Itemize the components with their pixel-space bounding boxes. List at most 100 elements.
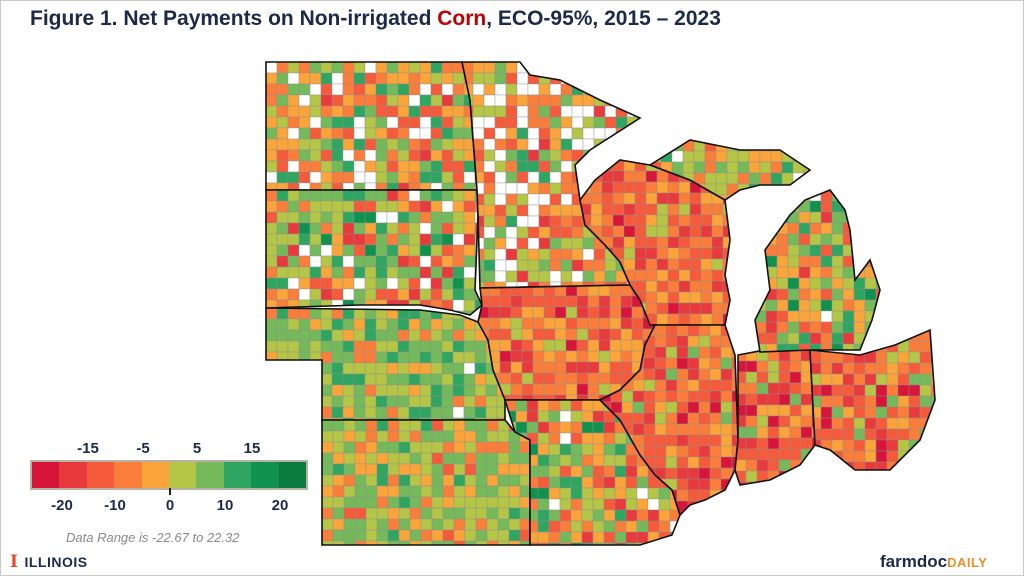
county-cell [397, 288, 410, 301]
county-cell [548, 498, 561, 511]
county-cell [409, 485, 422, 498]
county-cell [408, 72, 421, 85]
county-cell [759, 194, 772, 200]
county-cell [908, 406, 921, 419]
county-cell [592, 432, 605, 445]
county-cell [689, 247, 702, 260]
county-cell [538, 83, 551, 96]
county-cell [787, 288, 800, 301]
county-cell [510, 361, 523, 374]
county-cell [452, 94, 465, 107]
county-cell [593, 127, 606, 140]
county-cell [667, 181, 680, 194]
county-cell [441, 94, 454, 107]
county-cell [643, 401, 656, 414]
county-cell [548, 400, 561, 412]
county-cell [820, 417, 833, 430]
county-cell [287, 149, 300, 162]
county-cell [364, 288, 377, 301]
county-cell [419, 72, 432, 85]
county-cell [353, 266, 366, 279]
county-cell [527, 138, 540, 151]
county-cell [452, 138, 465, 151]
zero-marker [169, 488, 171, 495]
county-cell [908, 351, 921, 364]
county-cell [320, 160, 333, 173]
county-cell [689, 258, 702, 271]
county-cell [765, 321, 778, 334]
county-cell [441, 266, 454, 279]
county-cell [505, 160, 518, 173]
county-cell [365, 420, 378, 432]
county-cell [864, 211, 877, 224]
county-cell [682, 161, 695, 174]
county-cell [516, 270, 529, 283]
county-cell [593, 270, 606, 283]
county-cell [266, 395, 278, 408]
county-cell [375, 417, 388, 420]
county-cell [342, 127, 355, 140]
county-cell [331, 362, 344, 375]
county-cell [320, 329, 333, 342]
county-cell [787, 222, 800, 235]
county-cell [309, 149, 322, 162]
county-cell [499, 394, 512, 400]
county-cell [298, 94, 311, 107]
county-cell [776, 332, 789, 345]
county-cell [441, 190, 454, 202]
county-cell [809, 277, 822, 290]
county-cell [787, 244, 800, 257]
county-cell [387, 441, 400, 454]
legend-swatch [223, 462, 252, 488]
county-cell [331, 395, 344, 408]
county-cell [709, 478, 722, 491]
county-cell [715, 183, 728, 196]
county-cell [309, 417, 322, 420]
county-cell [287, 211, 300, 224]
county-cell [537, 509, 550, 522]
county-cell [527, 248, 540, 261]
county-cell [549, 94, 562, 107]
county-cell [494, 182, 507, 195]
county-cell [614, 443, 627, 456]
county-cell [598, 372, 611, 385]
county-cell [864, 373, 877, 386]
county-cell [463, 384, 476, 397]
state-ks [322, 420, 530, 545]
county-cell [625, 531, 638, 544]
county-cell [342, 233, 355, 246]
county-cell [331, 171, 344, 184]
county-cell [776, 244, 789, 257]
county-cell [309, 72, 322, 85]
county-cell [408, 362, 421, 375]
county-cell [375, 277, 388, 290]
county-cell [397, 395, 410, 408]
county-cell [441, 116, 454, 129]
county-cell [571, 138, 584, 151]
county-cell [430, 72, 443, 85]
county-cell [464, 474, 477, 487]
county-cell [643, 434, 656, 447]
county-cell [430, 222, 443, 235]
county-cell [320, 94, 333, 107]
legend-swatch [141, 462, 170, 488]
county-cell [475, 485, 488, 498]
county-cell [397, 62, 410, 74]
county-cell [654, 390, 667, 403]
county-cell [322, 529, 334, 542]
county-cell [698, 445, 711, 458]
county-cell [430, 244, 443, 257]
county-cell [287, 417, 300, 420]
county-cell [581, 520, 594, 533]
county-cell [759, 150, 772, 163]
county-cell [687, 456, 700, 469]
county-cell [452, 362, 465, 375]
county-cell [298, 244, 311, 257]
county-cell [483, 83, 496, 96]
county-cell [375, 384, 388, 397]
county-cell [387, 518, 400, 531]
county-cell [353, 340, 366, 353]
county-cell [375, 138, 388, 151]
county-cell [842, 321, 855, 334]
